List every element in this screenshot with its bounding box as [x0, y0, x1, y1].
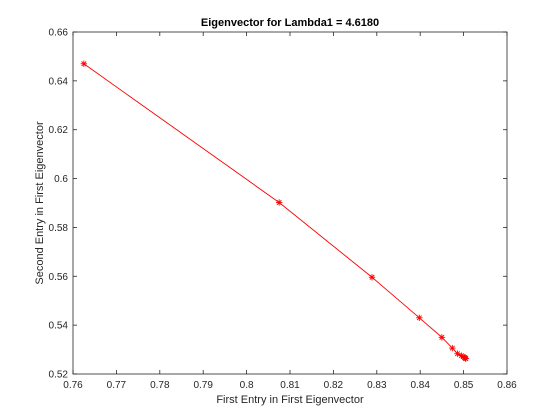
- y-tick-label: 0.52: [49, 370, 69, 381]
- y-tick-label: 0.56: [49, 272, 69, 283]
- y-tick-label: 0.64: [49, 76, 69, 87]
- data-point: [80, 60, 88, 67]
- data-point: [368, 274, 376, 281]
- plot-area-background: [73, 32, 507, 374]
- data-point: [416, 314, 423, 322]
- x-tick-label: 0.85: [454, 380, 474, 391]
- x-tick-label: 0.79: [193, 380, 213, 391]
- ticks-layer: 0.76 0.77 0.78 0.79 0.8 0.81 0.82 0.83 0.84 0.85 0…: [49, 28, 518, 392]
- y-tick-label: 0.66: [49, 28, 69, 39]
- x-tick-label: 0.82: [324, 380, 344, 391]
- x-tick-label: 0.84: [410, 380, 430, 391]
- y-axis-label: Second Entry in First Eigenvector: [34, 121, 46, 285]
- y-tick-label: 0.54: [49, 321, 69, 332]
- axes-box: [72, 31, 508, 375]
- x-tick-label: 0.78: [150, 380, 170, 391]
- x-tick-label: 0.8: [240, 380, 254, 391]
- data-point: [438, 334, 446, 341]
- x-tick-label: 0.81: [280, 380, 300, 391]
- y-tick-label: 0.6: [54, 174, 68, 185]
- x-tick-label: 0.86: [497, 380, 517, 391]
- x-axis-label: First Entry in First Eigenvector: [216, 394, 364, 406]
- y-tick-label: 0.62: [49, 125, 69, 136]
- data-point: [275, 199, 283, 206]
- x-tick-label: 0.83: [367, 380, 387, 391]
- x-tick-label: 0.76: [63, 380, 83, 391]
- data-point: [449, 344, 456, 352]
- labels-layer: Eigenvector for Lambda1 = 4.6180 First E…: [34, 17, 379, 406]
- y-tick-label: 0.58: [49, 223, 69, 234]
- chart-title: Eigenvector for Lambda1 = 4.6180: [201, 17, 379, 29]
- x-tick-label: 0.77: [107, 380, 127, 391]
- series-layer: [80, 60, 469, 362]
- data-point: [462, 355, 469, 362]
